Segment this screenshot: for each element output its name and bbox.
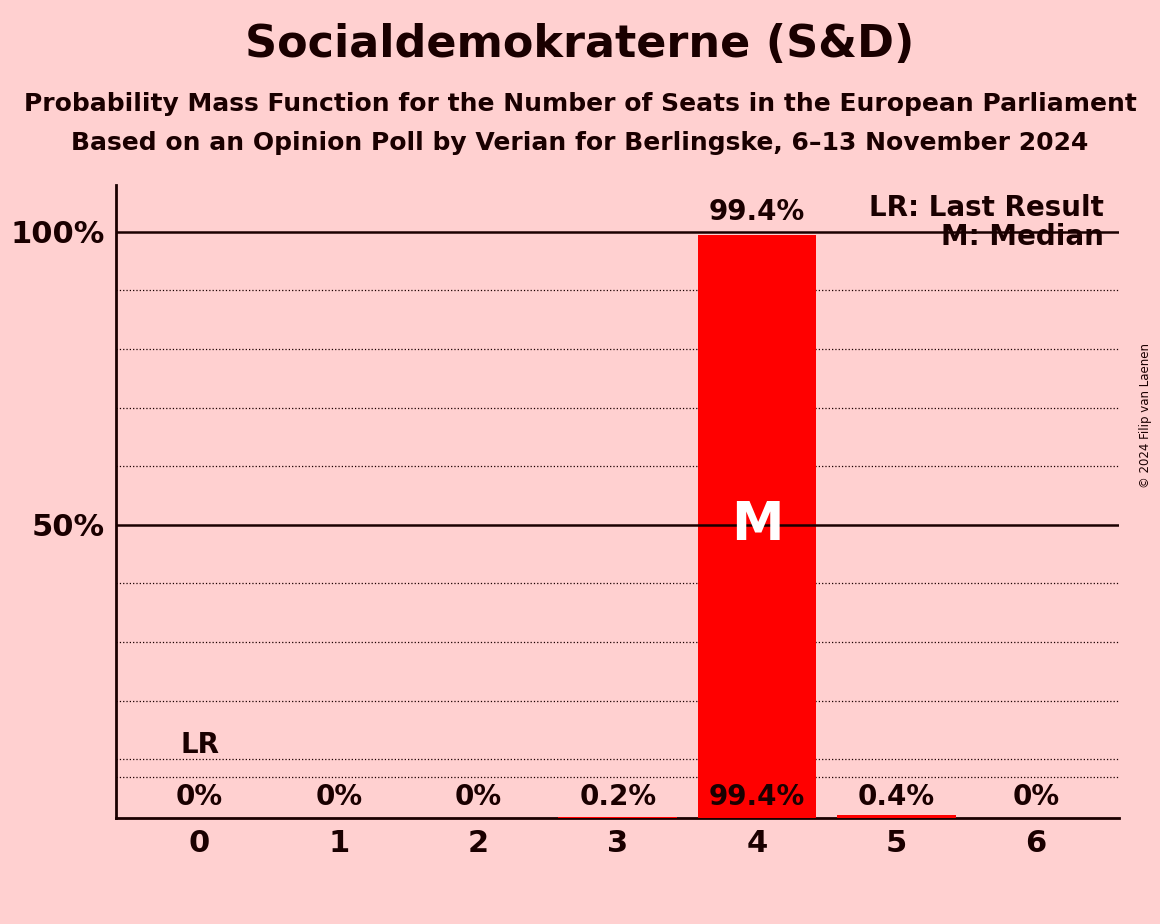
Text: 0.2%: 0.2% [579, 784, 657, 811]
Text: M: Median: M: Median [942, 223, 1104, 250]
Text: Probability Mass Function for the Number of Seats in the European Parliament: Probability Mass Function for the Number… [23, 92, 1137, 116]
Text: 99.4%: 99.4% [709, 784, 805, 811]
Text: 99.4%: 99.4% [709, 198, 805, 225]
Text: © 2024 Filip van Laenen: © 2024 Filip van Laenen [1139, 344, 1152, 488]
Text: Based on an Opinion Poll by Verian for Berlingske, 6–13 November 2024: Based on an Opinion Poll by Verian for B… [71, 131, 1089, 155]
Text: 0.4%: 0.4% [858, 784, 935, 811]
Text: 0%: 0% [1013, 784, 1059, 811]
Text: LR: Last Result: LR: Last Result [870, 194, 1104, 223]
Bar [558, 817, 677, 818]
Text: M: M [731, 499, 783, 551]
Bar [698, 236, 817, 818]
Text: LR: LR [180, 731, 219, 760]
Text: Socialdemokraterne (S&D): Socialdemokraterne (S&D) [245, 23, 915, 67]
Bar [838, 815, 956, 818]
Text: 0%: 0% [176, 784, 223, 811]
Text: 0%: 0% [316, 784, 363, 811]
Text: 0%: 0% [455, 784, 502, 811]
